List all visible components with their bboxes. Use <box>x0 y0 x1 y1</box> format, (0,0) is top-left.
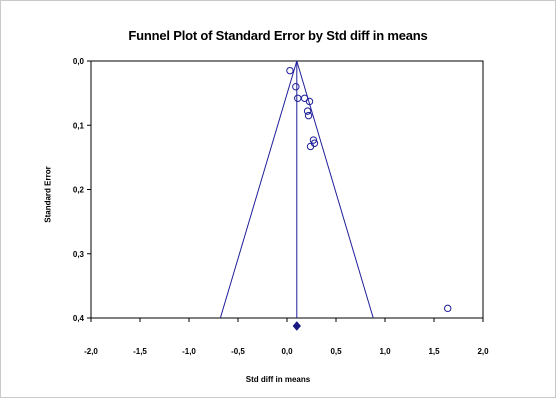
x-axis-label: Std diff in means <box>245 375 311 384</box>
study-point <box>304 111 313 120</box>
x-tick-label: 0,5 <box>330 347 342 356</box>
study-point <box>286 66 294 75</box>
study-point <box>309 136 318 144</box>
x-tick-label: 1,5 <box>428 347 440 356</box>
y-tick-label: 0,1 <box>73 121 85 130</box>
x-tick-label: -1,5 <box>133 347 147 356</box>
plot-area-border <box>90 60 484 319</box>
combined-effect-diamond <box>292 321 301 331</box>
x-tick-label: -1,0 <box>182 347 196 356</box>
y-tick-label: 0,0 <box>73 57 85 66</box>
funnel-left-line <box>219 60 298 319</box>
study-point <box>305 97 314 106</box>
x-tick-label: -2,0 <box>84 347 98 356</box>
x-tick-label: 1,0 <box>379 347 391 356</box>
y-tick-label: 0,4 <box>73 314 85 323</box>
x-tick-label: 2,0 <box>477 347 489 356</box>
study-point <box>292 83 300 91</box>
study-point <box>306 142 315 151</box>
study-point <box>444 304 452 313</box>
y-tick-label: 0,3 <box>73 250 85 259</box>
x-tick-label: 0,0 <box>281 347 293 356</box>
y-tick-label: 0,2 <box>73 186 85 195</box>
study-point <box>294 94 302 102</box>
chart-title: Funnel Plot of Standard Error by Std dif… <box>128 28 428 43</box>
x-tick-label: -0,5 <box>231 347 245 356</box>
study-point <box>303 107 312 115</box>
funnel-right-line <box>296 60 374 319</box>
